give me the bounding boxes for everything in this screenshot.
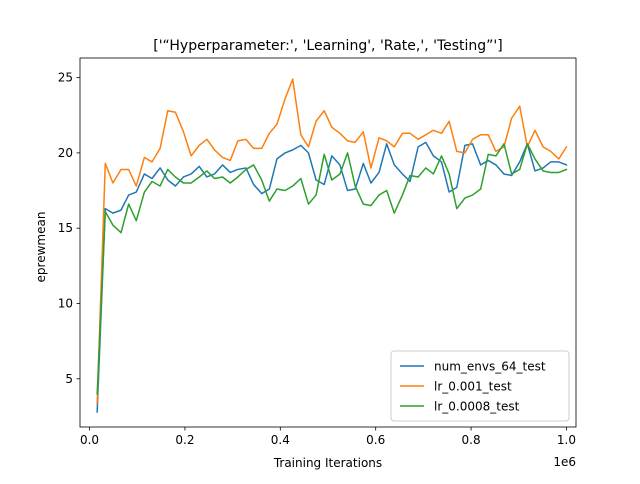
y-tick-label: 15 [58, 221, 73, 235]
series-line-num-envs-64-test [96, 141, 568, 413]
legend-label: lr_0.0008_test [434, 400, 520, 414]
x-tick-label: 0.2 [175, 433, 194, 447]
y-tick-label: 20 [58, 146, 73, 160]
y-tick-label: 5 [65, 372, 73, 386]
x-tick-label: 0.6 [366, 433, 385, 447]
plot-area: 0.0 0.2 0.4 0.6 0.8 1.0 5 10 15 20 25 [58, 57, 577, 447]
legend: num_envs_64_test lr_0.001_test lr_0.0008_t… [390, 350, 570, 422]
series-line-lr-0-001-test [96, 78, 568, 404]
x-axis-offset-label: 1e6 [553, 455, 576, 469]
y-tick-label: 10 [58, 296, 73, 310]
legend-label: num_envs_64_test [434, 360, 546, 374]
x-tick-label: 0.8 [462, 433, 481, 447]
legend-box [390, 350, 570, 422]
axes-frame [79, 57, 577, 428]
x-axis-label: Training Iterations [273, 456, 382, 470]
x-tick-label: 0.4 [271, 433, 290, 447]
series-line-lr-0-0008-test [96, 143, 568, 395]
legend-label: lr_0.001_test [434, 380, 512, 394]
chart-title: ['“Hyperparameter:', 'Learning', 'Rate,'… [153, 38, 503, 54]
y-tick-label: 25 [58, 71, 73, 85]
x-tick-label: 0.0 [80, 433, 99, 447]
y-axis-label: eprewmean [34, 212, 48, 283]
x-tick-label: 1.0 [557, 433, 576, 447]
